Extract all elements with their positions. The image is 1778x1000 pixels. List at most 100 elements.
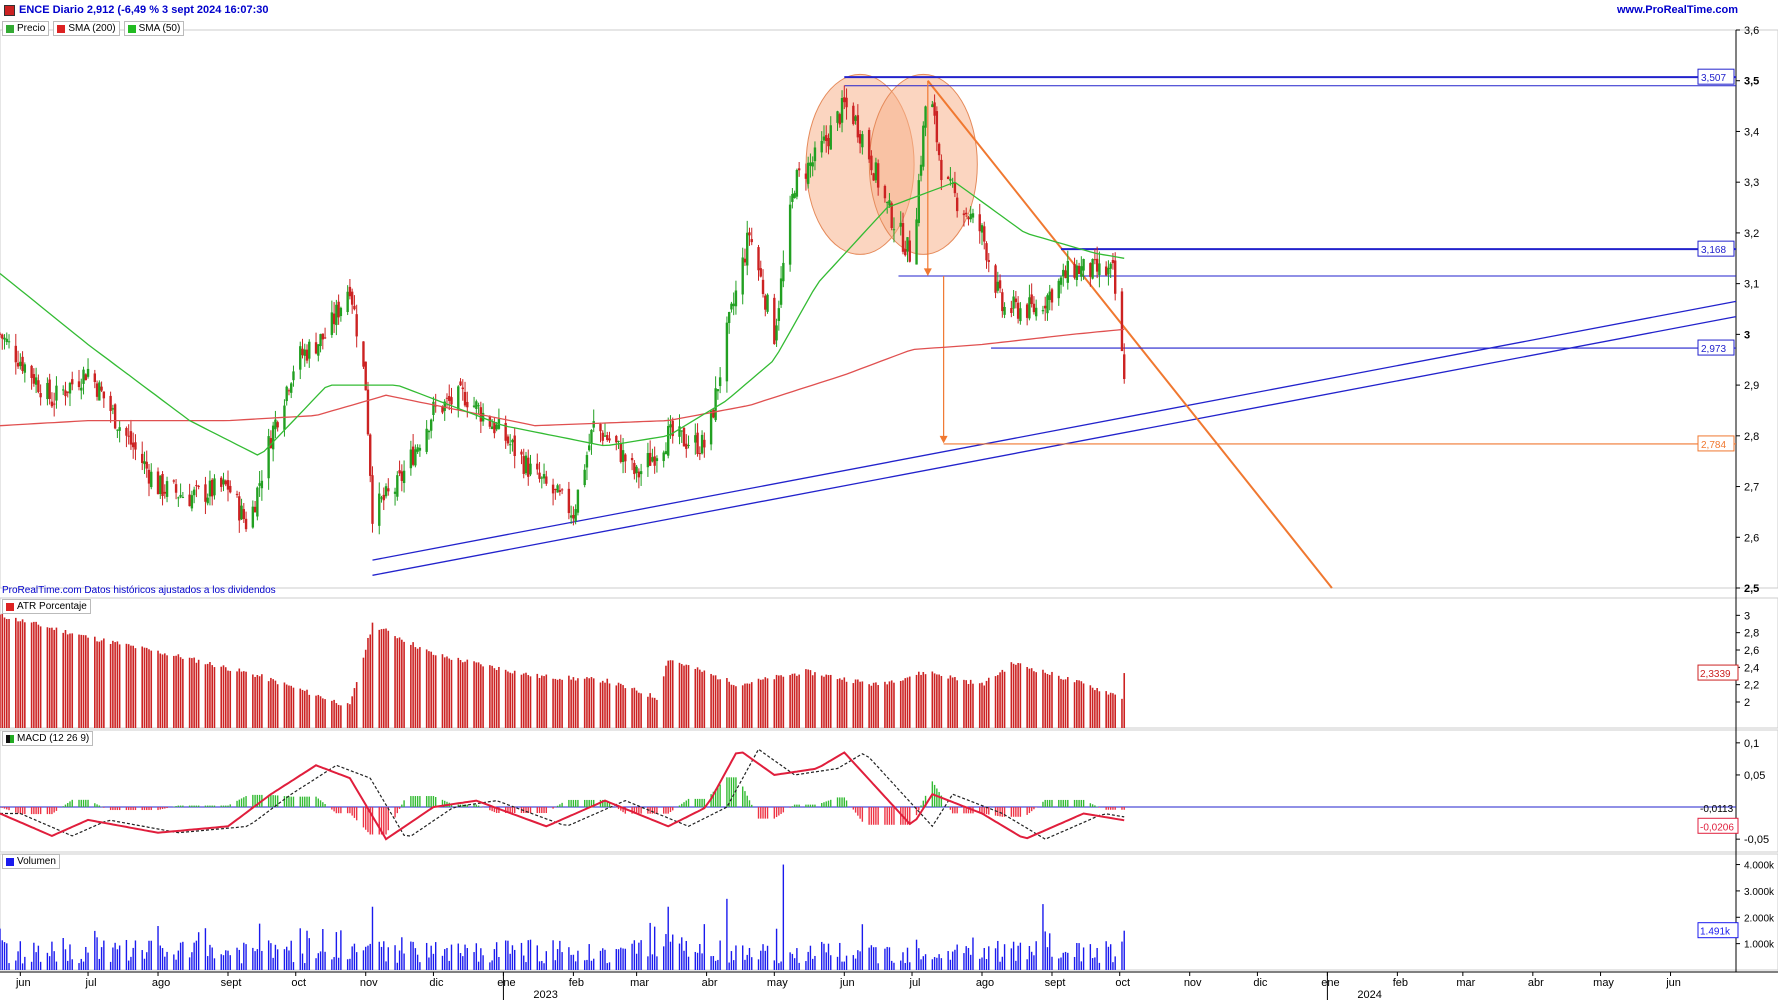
candle-body <box>748 232 751 236</box>
arrow-head-icon <box>939 435 948 444</box>
candle-body <box>62 389 65 391</box>
candle-body <box>21 356 24 371</box>
legend-atr[interactable]: ATR Porcentaje <box>2 599 91 614</box>
candle-body <box>378 493 381 526</box>
site-link[interactable]: www.ProRealTime.com <box>1616 4 1738 16</box>
candle-body <box>630 457 634 461</box>
candle-body <box>52 403 56 405</box>
candle-body <box>271 425 275 450</box>
candle-body <box>709 410 713 445</box>
candle-body <box>1062 269 1065 277</box>
legend-volume[interactable]: Volumen <box>2 854 60 869</box>
candle-body <box>380 497 383 499</box>
candle-body <box>538 472 541 479</box>
candle-body <box>615 436 618 443</box>
candle-body <box>843 97 846 103</box>
candle-body <box>558 490 562 492</box>
candle-body <box>161 474 164 497</box>
candle-body <box>845 97 848 108</box>
y-tick-label: 3,2 <box>1744 228 1759 240</box>
candle-body <box>858 134 862 144</box>
candle-body <box>524 455 528 474</box>
candle-body <box>696 432 699 454</box>
candle-body <box>545 476 548 484</box>
candle-body <box>980 225 984 233</box>
candle-body <box>267 436 270 479</box>
candle-body <box>1104 266 1108 276</box>
candle-body <box>472 405 476 407</box>
price-level-label: 3,168 <box>1701 245 1726 256</box>
x-tick-label: jul <box>85 977 97 989</box>
candle-body <box>682 427 686 447</box>
candle-body <box>1107 267 1110 275</box>
candle-body <box>475 401 478 409</box>
trend-line[interactable] <box>372 315 1737 576</box>
candle-body <box>495 424 498 430</box>
candle-body <box>238 496 241 521</box>
candle-body <box>222 479 225 485</box>
macd-last-box <box>1697 817 1739 834</box>
candle-body <box>1019 308 1022 322</box>
candle-body <box>317 344 320 356</box>
macd-line <box>0 751 1125 841</box>
candle-body <box>1001 292 1004 312</box>
candle-body <box>80 387 83 391</box>
candle-body <box>861 134 864 148</box>
legend-macd[interactable]: MACD (12 26 9) <box>2 731 94 746</box>
candle-body <box>206 497 209 504</box>
candle-body <box>276 422 279 428</box>
candle-body <box>806 162 810 184</box>
candle-body <box>870 155 873 171</box>
candle-body <box>782 262 785 282</box>
candle-body <box>1028 297 1031 319</box>
candle-body <box>353 305 356 310</box>
candle-body <box>585 455 589 468</box>
candle-body <box>520 451 523 455</box>
candle-body <box>125 428 128 436</box>
trend-line[interactable] <box>372 300 1737 561</box>
volume-last-label: 1.491k <box>1700 927 1731 938</box>
candle-body <box>450 397 453 405</box>
candle-body <box>443 401 446 411</box>
candle-body <box>1077 265 1081 275</box>
descending-line[interactable] <box>927 80 1333 589</box>
candle-body <box>567 488 571 514</box>
legend-price[interactable]: Precio <box>2 21 50 36</box>
legend-sma200[interactable]: SMA (200) <box>53 21 120 36</box>
y-tick-label: 2,9 <box>1744 380 1759 392</box>
x-tick-label: sept <box>1045 977 1066 989</box>
candle-body <box>303 349 306 356</box>
candle-body <box>542 473 546 479</box>
candle-body <box>229 485 232 493</box>
candle-body <box>141 453 144 463</box>
candle-body <box>244 518 248 530</box>
legend-sma50[interactable]: SMA (50) <box>123 21 185 36</box>
candle-body <box>576 489 580 513</box>
y-tick-label: 3,5 <box>1744 76 1759 88</box>
candle-body <box>822 136 826 141</box>
candle-body <box>983 226 986 242</box>
x-tick-label: nov <box>1184 977 1202 989</box>
candle-body <box>1010 308 1013 313</box>
candle-body <box>457 386 460 410</box>
y-tick-label: 2,7 <box>1744 482 1759 494</box>
candle-body <box>109 395 112 411</box>
candle-body <box>174 484 178 493</box>
candle-body <box>527 457 530 477</box>
candle-body <box>463 391 467 406</box>
candle-body <box>1064 270 1067 279</box>
candle-body <box>741 257 744 295</box>
x-tick-label: jun <box>839 977 855 989</box>
x-tick-label: nov <box>360 977 378 989</box>
candle-body <box>1014 298 1018 303</box>
x-tick-label: may <box>1593 977 1614 989</box>
candle-body <box>694 435 697 443</box>
volume-legend: Volumen <box>2 854 60 869</box>
candle-body <box>730 303 733 310</box>
candle-body <box>172 480 176 482</box>
candle-body <box>48 379 51 399</box>
candle-body <box>901 223 905 252</box>
volume-tick-label: 3.000k <box>1744 887 1775 898</box>
x-tick-label: ago <box>976 977 994 989</box>
candle-body <box>488 416 492 427</box>
